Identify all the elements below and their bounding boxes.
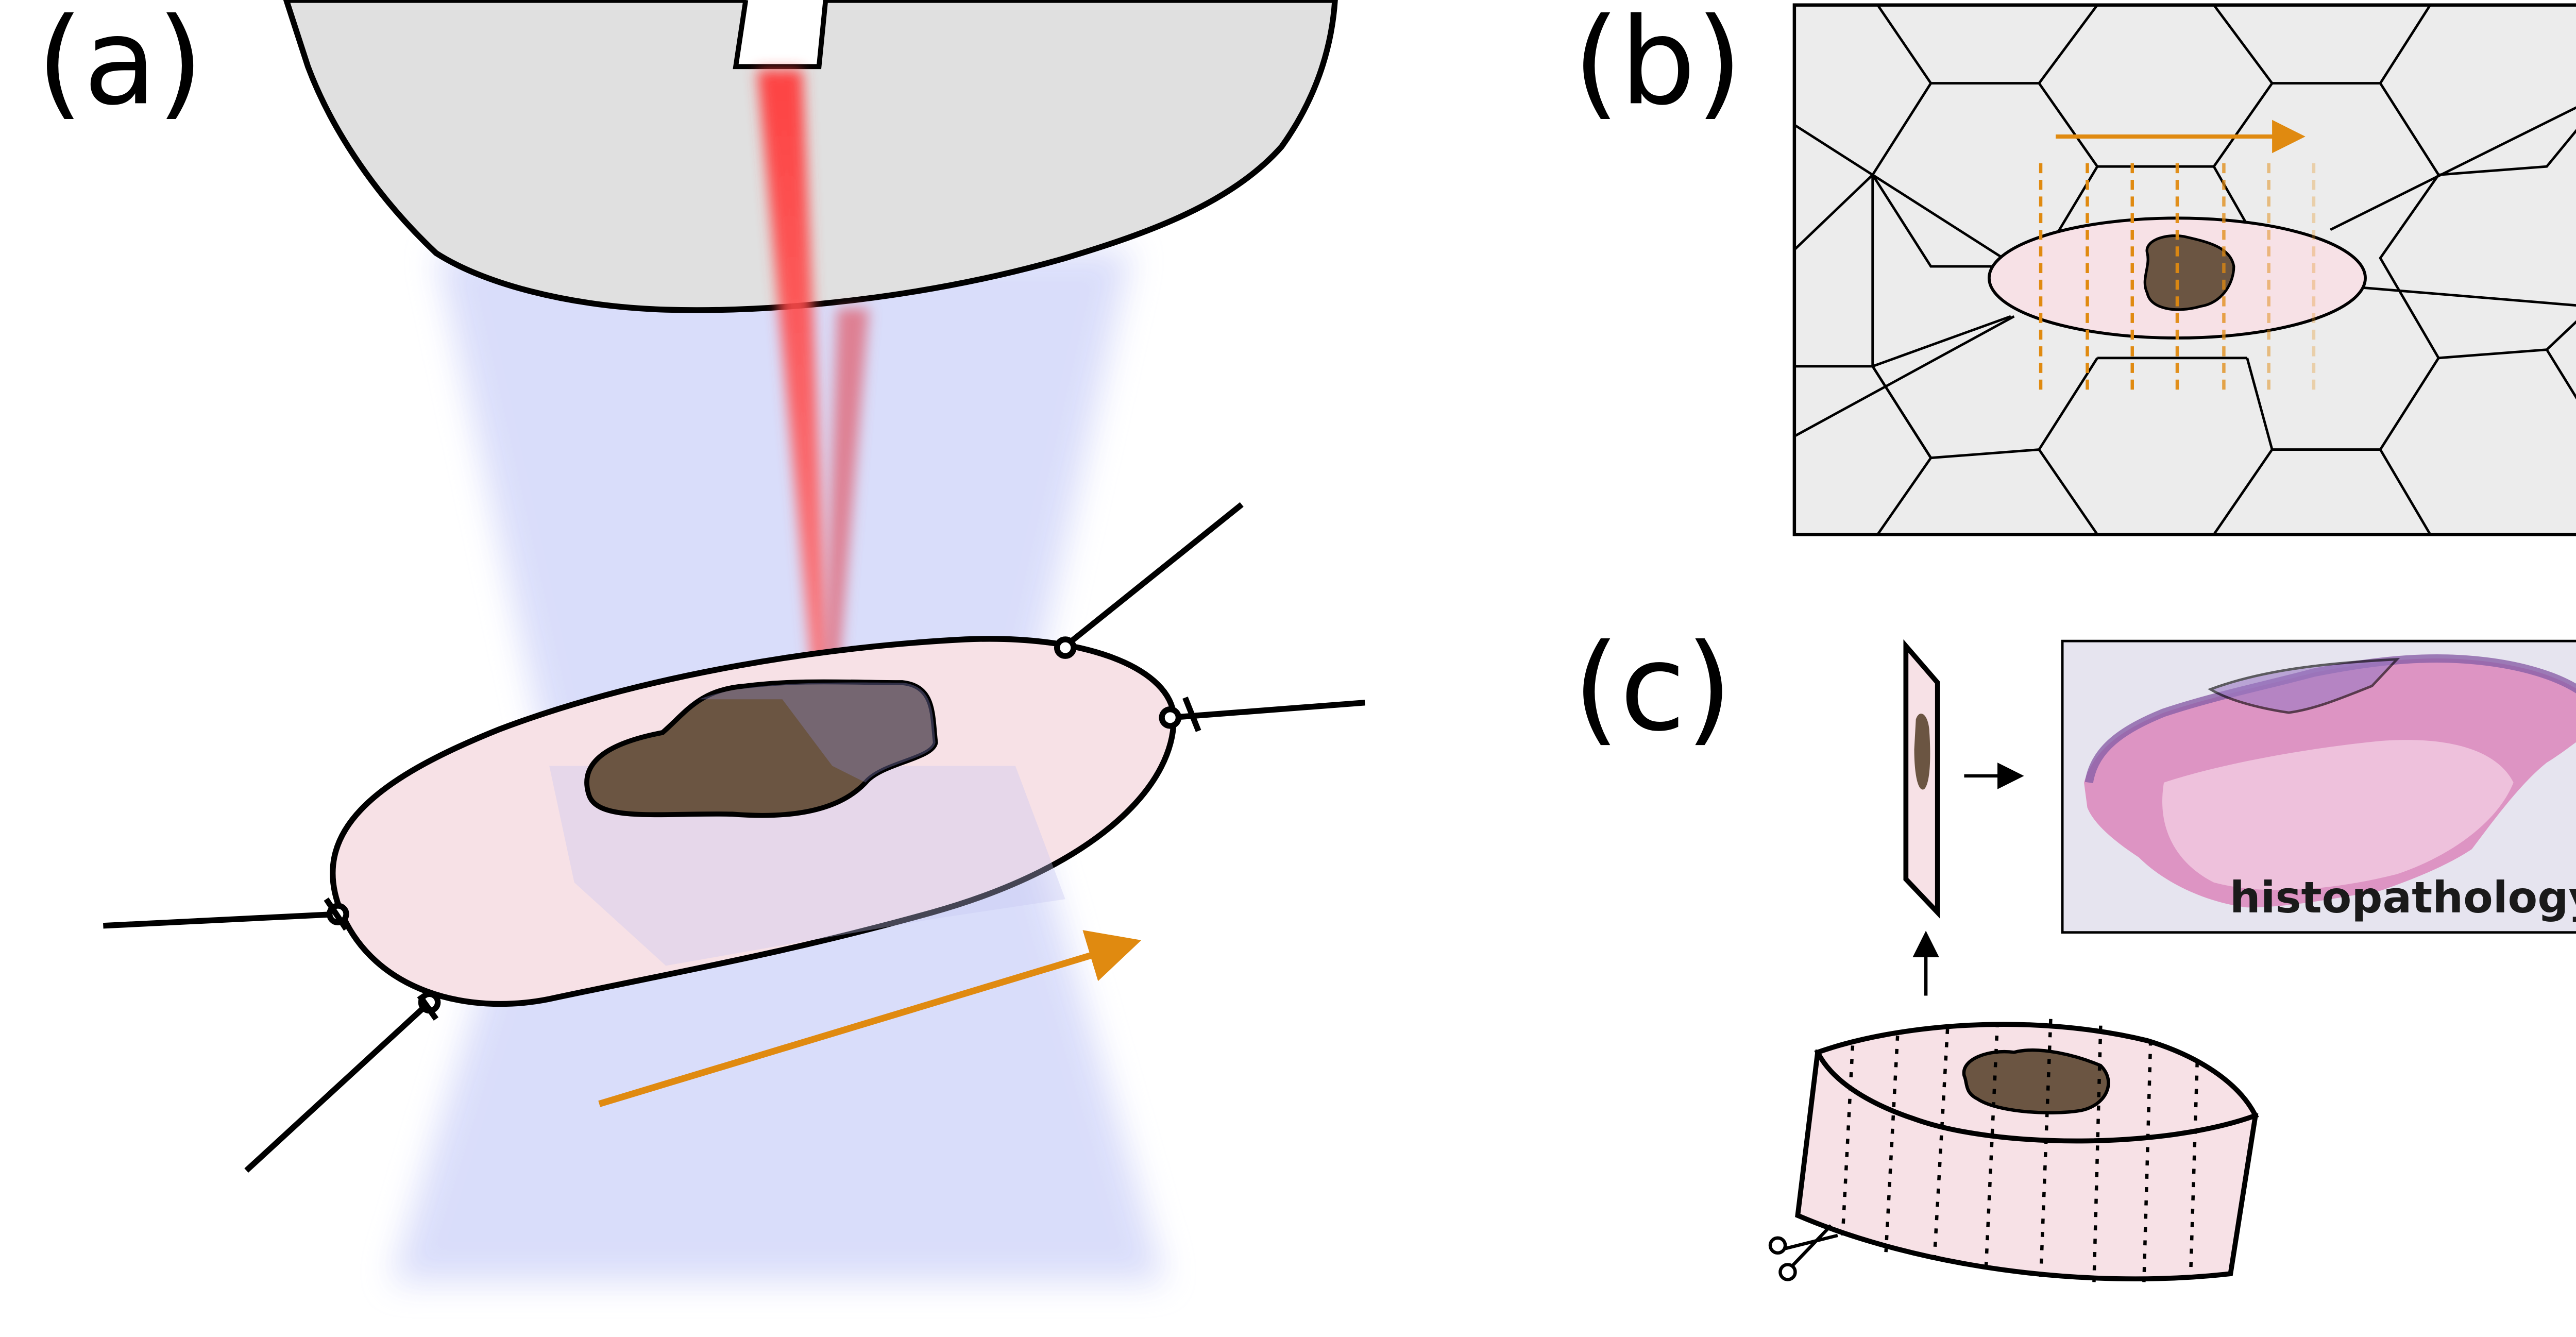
panel-a: (a) (37, 0, 1365, 1282)
histology-dermis (2162, 740, 2514, 890)
histology-lesion-outline (2208, 658, 2400, 714)
panel-c-label: (c) (1573, 618, 1732, 757)
tissue-block (1795, 1019, 2259, 1282)
histopathology-label: histopathology (2230, 872, 2576, 923)
lesion (584, 679, 938, 818)
suture-pins (103, 502, 1365, 1173)
slide-lesion (1914, 714, 1930, 790)
microscope-objective (283, 0, 1338, 313)
panel-a-label: (a) (37, 0, 204, 131)
panel-c: (c) (1573, 618, 2576, 1282)
lesion-focus-overlay (699, 682, 936, 783)
tissue-mesh (1794, 5, 2576, 535)
section-cut-lines (1841, 1019, 2199, 1282)
histopathology-image: histopathology (2061, 639, 2576, 934)
laser-beam (757, 70, 833, 753)
panel-b: (b) (1573, 0, 2576, 536)
laser-beam-reflection (822, 308, 869, 750)
panel-b-label: (b) (1573, 0, 1742, 131)
scissors-icon (1768, 1224, 1838, 1281)
scan-lines (2039, 163, 2316, 393)
scan-direction-arrow (598, 930, 1142, 1107)
tissue-block-lesion (1962, 1048, 2110, 1114)
fiber-port (733, 0, 828, 70)
